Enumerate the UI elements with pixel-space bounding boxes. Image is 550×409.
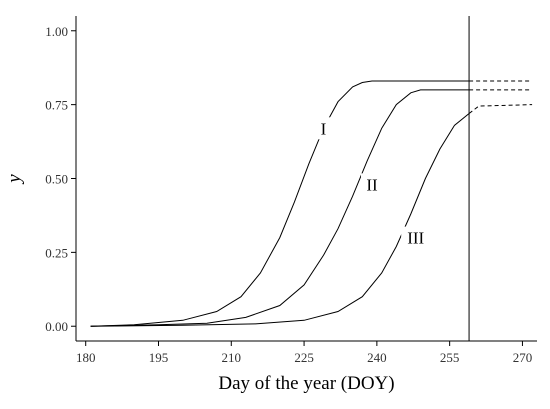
curve-label-III: III — [407, 229, 424, 248]
curve-III-dashed — [468, 104, 533, 114]
y-tick-label-3: 0.75 — [45, 98, 68, 113]
curve-label-bg-II — [361, 173, 384, 196]
x-tick-label-180: 180 — [76, 350, 96, 365]
curve-label-I: I — [321, 119, 327, 138]
x-tick-label-195: 195 — [149, 350, 169, 365]
x-tick-label-210: 210 — [222, 350, 242, 365]
x-tick-label-255: 255 — [440, 350, 460, 365]
x-tick-label-240: 240 — [367, 350, 387, 365]
x-axis-title: Day of the year (DOY) — [218, 373, 394, 394]
curve-I-solid — [90, 80, 470, 327]
x-tick-label-225: 225 — [294, 350, 314, 365]
curve-label-bg-I — [315, 117, 331, 140]
plot-area: 180 195 210 225 240 255 270 0.00 0.25 0.50 0.75 1.0… — [45, 16, 537, 365]
x-tick-label-270: 270 — [513, 350, 533, 365]
y-tick-label-0: 0.00 — [45, 319, 68, 334]
curve-II-solid — [90, 89, 470, 327]
curve-label-bg-III — [401, 226, 431, 249]
y-tick-label-4: 1.00 — [45, 24, 68, 39]
y-tick-label-1: 0.25 — [45, 245, 68, 260]
curve-label-II: II — [366, 175, 378, 194]
curve-III-solid — [90, 113, 470, 327]
y-tick-label-2: 0.50 — [45, 172, 68, 187]
y-axis-title: y — [4, 174, 25, 185]
